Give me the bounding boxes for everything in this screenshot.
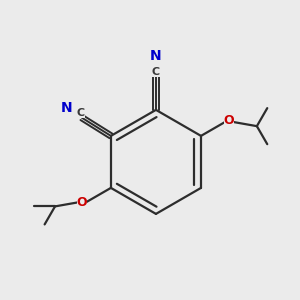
Text: O: O bbox=[224, 114, 234, 127]
Text: O: O bbox=[77, 196, 87, 209]
Text: N: N bbox=[150, 50, 161, 63]
Text: N: N bbox=[61, 100, 72, 115]
Text: C: C bbox=[76, 108, 85, 118]
Text: C: C bbox=[152, 67, 160, 77]
